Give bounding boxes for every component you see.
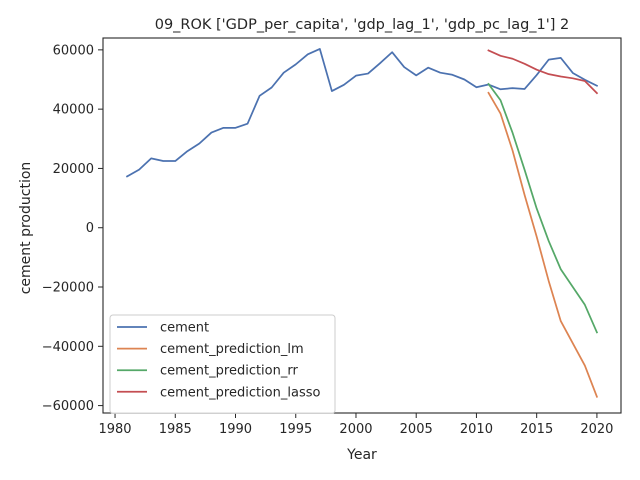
chart-title: 09_ROK ['GDP_per_capita', 'gdp_lag_1', '… [155, 17, 570, 33]
y-tick-label: 0 [86, 221, 94, 236]
y-tick-label: −40000 [42, 340, 94, 355]
legend-label: cement_prediction_lasso [160, 385, 320, 400]
series-line-cement-prediction-lm [487, 91, 599, 398]
series-line-cement-prediction-lasso [487, 49, 599, 95]
y-axis-label: cement production [18, 162, 34, 295]
y-tick-label: 20000 [53, 162, 94, 177]
x-tick-label: 1980 [98, 422, 131, 437]
legend-label: cement_prediction_rr [160, 364, 298, 379]
y-tick-label: −20000 [42, 281, 94, 296]
legend-label: cement [160, 321, 209, 336]
y-tick-label: 60000 [53, 43, 94, 58]
series-line-cement-prediction-rr [487, 82, 599, 334]
x-tick-label: 2015 [520, 422, 553, 437]
x-tick-label: 2020 [580, 422, 613, 437]
x-tick-label: 2005 [400, 422, 433, 437]
y-tick-label: −60000 [42, 399, 94, 414]
x-tick-label: 1990 [219, 422, 252, 437]
legend-box [109, 314, 336, 414]
series-line-cement [125, 48, 599, 178]
x-tick-label: 2000 [339, 422, 372, 437]
y-tick-label: 40000 [53, 103, 94, 118]
legend-label: cement_prediction_lm [160, 342, 304, 357]
x-tick-label: 2010 [460, 422, 493, 437]
x-axis-label: Year [346, 447, 377, 463]
x-tick-label: 1995 [279, 422, 312, 437]
x-tick-label: 1985 [159, 422, 192, 437]
plot-frame [102, 37, 622, 414]
legend: cement cement_prediction_lm cement_predict… [109, 314, 336, 414]
